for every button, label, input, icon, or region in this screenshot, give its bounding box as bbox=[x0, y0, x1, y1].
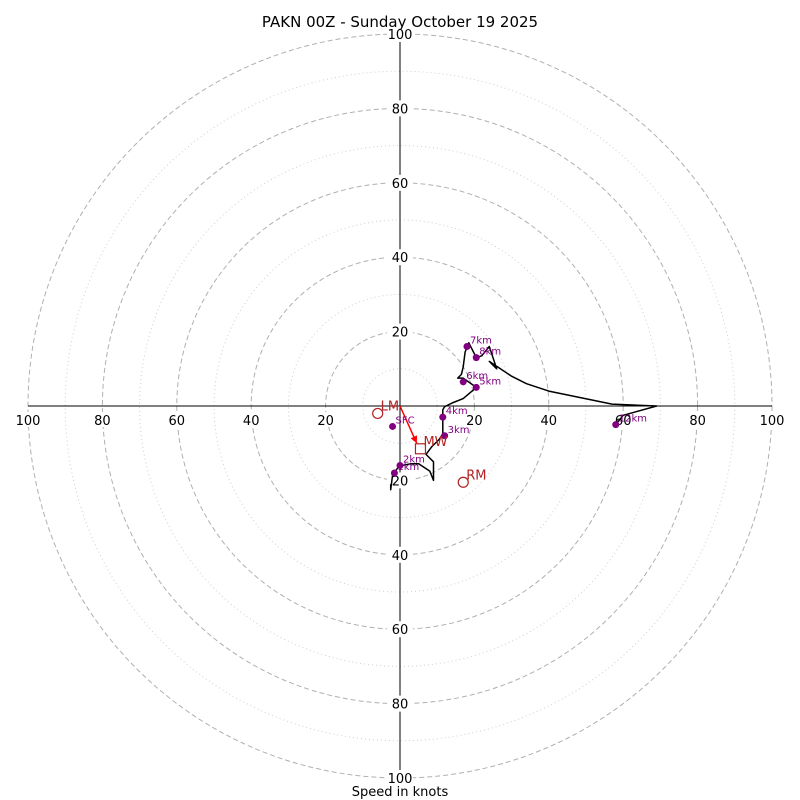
y-tick-bg bbox=[387, 472, 413, 489]
x-tick-label: 60 bbox=[169, 414, 186, 429]
height-marker-8km bbox=[472, 354, 480, 362]
left-mover-label: LM bbox=[381, 399, 399, 414]
x-tick-label: 100 bbox=[16, 414, 41, 429]
shear-vector bbox=[399, 405, 418, 444]
y-tick-bg bbox=[387, 546, 413, 563]
x-tick-bg bbox=[684, 412, 711, 427]
y-tick-bg bbox=[387, 621, 413, 638]
height-marker-7km bbox=[463, 342, 471, 350]
height-label-5km: 5km bbox=[479, 376, 501, 387]
x-tick-label: 80 bbox=[689, 414, 706, 429]
wind-trace bbox=[389, 342, 658, 491]
right-mover-marker bbox=[457, 476, 469, 488]
height-label-3km: 3km bbox=[448, 425, 470, 436]
height-label-12km: 12km bbox=[619, 414, 647, 425]
mean-wind-marker bbox=[414, 443, 427, 455]
x-tick-label: 100 bbox=[760, 414, 785, 429]
trace-line bbox=[389, 342, 658, 491]
y-tick-bg bbox=[387, 323, 413, 340]
height-label-8km: 8km bbox=[479, 347, 501, 358]
height-label-7km: 7km bbox=[470, 335, 492, 346]
shear-arrowhead bbox=[410, 435, 418, 444]
storm-motions: LM RM MW bbox=[372, 399, 486, 488]
height-marker-sfc bbox=[389, 422, 397, 430]
height-marker-6km bbox=[459, 378, 467, 386]
y-tick-bg bbox=[387, 100, 413, 117]
x-tick-bg bbox=[89, 412, 116, 427]
y-tick-label: 100 bbox=[388, 772, 413, 787]
height-marker-2km bbox=[396, 462, 404, 470]
height-marker-12km bbox=[612, 421, 620, 429]
x-tick-bg bbox=[312, 412, 339, 427]
height-label-6km: 6km bbox=[466, 371, 488, 382]
x-tick-bg bbox=[535, 412, 562, 427]
right-mover-label: RM bbox=[466, 468, 486, 483]
height-label-4km: 4km bbox=[446, 406, 468, 417]
mean-wind-label: MW bbox=[423, 435, 447, 450]
x-tick-label: 40 bbox=[541, 414, 558, 429]
y-tick-label: 40 bbox=[392, 549, 409, 564]
y-tick-bg bbox=[387, 174, 413, 191]
y-tick-bg bbox=[387, 26, 413, 42]
y-tick-label: 20 bbox=[392, 474, 409, 489]
left-mover-marker bbox=[372, 407, 384, 420]
y-tick-bg bbox=[387, 695, 413, 712]
y-tick-label: 20 bbox=[392, 326, 409, 341]
y-tick-label: 60 bbox=[392, 623, 409, 638]
x-axis-label: Speed in knots bbox=[352, 785, 449, 800]
x-tick-bg bbox=[759, 412, 785, 427]
x-tick-bg bbox=[238, 412, 265, 427]
x-tick-bg bbox=[163, 412, 190, 427]
y-tick-label: 100 bbox=[388, 28, 413, 43]
height-marker-4km bbox=[439, 413, 447, 421]
y-tick-label: 60 bbox=[392, 177, 409, 192]
x-tick-label: 20 bbox=[466, 414, 483, 429]
height-marker-5km bbox=[472, 383, 480, 391]
chart-title: PAKN 00Z - Sunday October 19 2025 bbox=[262, 13, 538, 31]
height-label-1km: 1km bbox=[397, 462, 419, 473]
x-tick-bg bbox=[15, 412, 41, 427]
height-label-2km: 2km bbox=[403, 455, 425, 466]
height-marker-3km bbox=[441, 432, 449, 440]
y-tick-label: 40 bbox=[392, 251, 409, 266]
x-tick-bg bbox=[461, 412, 488, 427]
height-label-sfc: SFC bbox=[396, 415, 415, 426]
x-tick-label: 40 bbox=[243, 414, 260, 429]
y-tick-bg bbox=[387, 770, 413, 786]
y-tick-bg bbox=[387, 249, 413, 266]
tick-labels: 100 80 60 40 20 20 40 60 80 100100806040202040608… bbox=[15, 26, 785, 787]
height-marker-1km bbox=[390, 469, 398, 477]
y-tick-label: 80 bbox=[392, 698, 409, 713]
x-tick-label: 20 bbox=[317, 414, 334, 429]
y-tick-label: 80 bbox=[392, 102, 409, 117]
x-tick-label: 80 bbox=[94, 414, 111, 429]
